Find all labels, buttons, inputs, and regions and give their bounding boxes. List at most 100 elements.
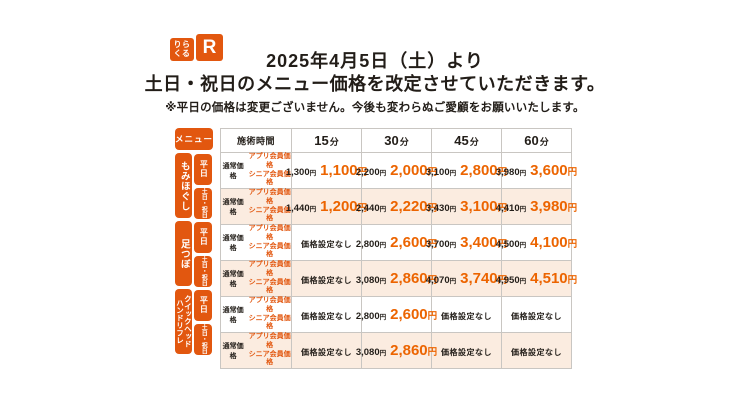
no-price-label: 価格設定なし [441,347,492,357]
price-cell: 価格設定なし [291,332,362,369]
price-cell: 価格設定なし [291,296,362,333]
day-badge-holiday: 土日・祝日 [194,187,212,219]
price-cell: 価格設定なし [431,332,502,369]
price-cell: 2,800円 2,600円 [356,296,437,333]
no-price-label: 価格設定なし [441,311,492,321]
member-price-label: アプリ会員価格 シニア会員価格 [248,261,291,295]
regular-price: 4,410円 [495,203,527,214]
member-price: 4,100円 [530,234,578,251]
regular-price: 3,700円 [425,239,457,250]
title-date-line: 2025年4月5日（土）より [266,51,484,71]
table-header-row: 施術時間 15分 30分 45分 60分 [220,128,572,153]
price-cell: 2,440円 2,220円 [356,188,437,225]
price-cell: 3,080円 2,860円 [356,332,437,369]
category-momihogushi: もみほぐし [175,153,192,218]
regular-price-label: 通常価格 [222,162,244,180]
regular-price: 1,300円 [285,167,317,178]
price-cell: 3,430円 3,100円 [426,188,507,225]
price-cell: 価格設定なし [291,260,362,297]
regular-price: 2,800円 [355,239,387,250]
price-cell: 3,700円 3,400円 [426,224,507,261]
no-price-label: 価格設定なし [301,311,352,321]
treatment-time-header: 施術時間 [220,128,292,153]
member-price: 2,220円 [390,198,438,215]
table-row-momihogushi-weekday: 通常価格 アプリ会員価格 シニア会員価格 1,300円 1,100円 2,200… [220,152,577,189]
regular-price-label: 通常価格 [222,234,244,252]
price-cell: 1,300円 1,100円 [286,152,367,189]
price-cell: 4,500円 4,100円 [496,224,577,261]
day-badge-holiday: 土日・祝日 [194,323,212,355]
member-price-label: アプリ会員価格 シニア会員価格 [248,297,291,331]
regular-price: 3,080円 [355,275,387,286]
table-row-ashitsubo-holiday: 通常価格 アプリ会員価格 シニア会員価格 価格設定なし 3,080円 2,860… [220,260,577,297]
regular-price: 2,440円 [355,203,387,214]
regular-price: 4,950円 [495,275,527,286]
price-cell: 2,200円 2,000円 [356,152,437,189]
price-type-legend: 通常価格 アプリ会員価格 シニア会員価格 [220,152,292,189]
weekday-note: ※平日の価格は変更ございません。今後も変わらぬご愛顧をお願いいたします。 [165,102,585,114]
category-handrefre-quickhead: ハンドリフレ クイックヘッド [175,289,192,354]
member-price: 2,000円 [390,162,438,179]
regular-price: 3,430円 [425,203,457,214]
price-cell: 4,410円 3,980円 [496,188,577,225]
regular-price: 3,100円 [425,167,457,178]
member-price: 4,510円 [530,270,578,287]
member-price: 2,600円 [390,306,438,323]
member-price: 3,600円 [530,162,578,179]
price-type-legend: 通常価格 アプリ会員価格 シニア会員価格 [220,260,292,297]
price-type-legend: 通常価格 アプリ会員価格 シニア会員価格 [220,188,292,225]
member-price-label: アプリ会員価格 シニア会員価格 [248,333,291,367]
member-price-label: アプリ会員価格 シニア会員価格 [248,153,291,187]
member-price: 1,100円 [320,162,368,179]
price-cell: 1,440円 1,200円 [286,188,367,225]
price-cell: 価格設定なし [501,332,572,369]
menu-badge: メニュー [175,128,213,150]
price-type-legend: 通常価格 アプリ会員価格 シニア会員価格 [220,332,292,369]
time-column-45min: 45分 [431,128,502,153]
regular-price-label: 通常価格 [222,342,244,360]
day-badge-weekday: 平日 [194,221,212,253]
regular-price-label: 通常価格 [222,198,244,216]
no-price-label: 価格設定なし [511,311,562,321]
table-row-handrefre-weekday: 通常価格 アプリ会員価格 シニア会員価格 価格設定なし 2,800円 2,600… [220,296,572,333]
member-price: 2,860円 [390,270,438,287]
no-price-label: 価格設定なし [301,239,352,249]
no-price-label: 価格設定なし [301,347,352,357]
price-type-legend: 通常価格 アプリ会員価格 シニア会員価格 [220,224,292,261]
price-cell: 3,100円 2,800円 [426,152,507,189]
regular-price-label: 通常価格 [222,270,244,288]
regular-price: 3,980円 [495,167,527,178]
price-table: 施術時間 15分 30分 45分 60分 通常価格 アプリ会員価格 シ [220,128,577,369]
regular-price: 4,500円 [495,239,527,250]
regular-price: 2,200円 [355,167,387,178]
member-price: 3,400円 [460,234,508,251]
table-row-handrefre-holiday: 通常価格 アプリ会員価格 シニア会員価格 価格設定なし 3,080円 2,860… [220,332,572,369]
logo-r-mark-icon: R [196,34,223,61]
price-cell: 価格設定なし [501,296,572,333]
regular-price: 4,070円 [425,275,457,286]
member-price: 1,200円 [320,198,368,215]
rirakuru-logo: りら くる R [170,34,223,61]
member-price: 3,980円 [530,198,578,215]
member-price-label: アプリ会員価格 シニア会員価格 [248,189,291,223]
member-price-label: アプリ会員価格 シニア会員価格 [248,225,291,259]
day-badge-weekday: 平日 [194,153,212,185]
price-cell: 価格設定なし [431,296,502,333]
regular-price: 1,440円 [285,203,317,214]
price-cell: 4,070円 3,740円 [426,260,507,297]
no-price-label: 価格設定なし [301,275,352,285]
member-price: 2,600円 [390,234,438,251]
title-main-line: 土日・祝日のメニュー価格を改定させていただきます。 [144,74,606,94]
price-cell: 3,080円 2,860円 [356,260,437,297]
member-price: 3,740円 [460,270,508,287]
table-row-momihogushi-holiday: 通常価格 アプリ会員価格 シニア会員価格 1,440円 1,200円 2,440… [220,188,577,225]
regular-price: 2,800円 [355,311,387,322]
time-column-15min: 15分 [291,128,362,153]
logo-kana-icon: りら くる [170,38,194,61]
price-cell: 3,980円 3,600円 [496,152,577,189]
price-cell: 価格設定なし [291,224,362,261]
day-badge-holiday: 土日・祝日 [194,255,212,287]
regular-price: 3,080円 [355,347,387,358]
category-ashitsubo: 足つぼ [175,221,192,286]
